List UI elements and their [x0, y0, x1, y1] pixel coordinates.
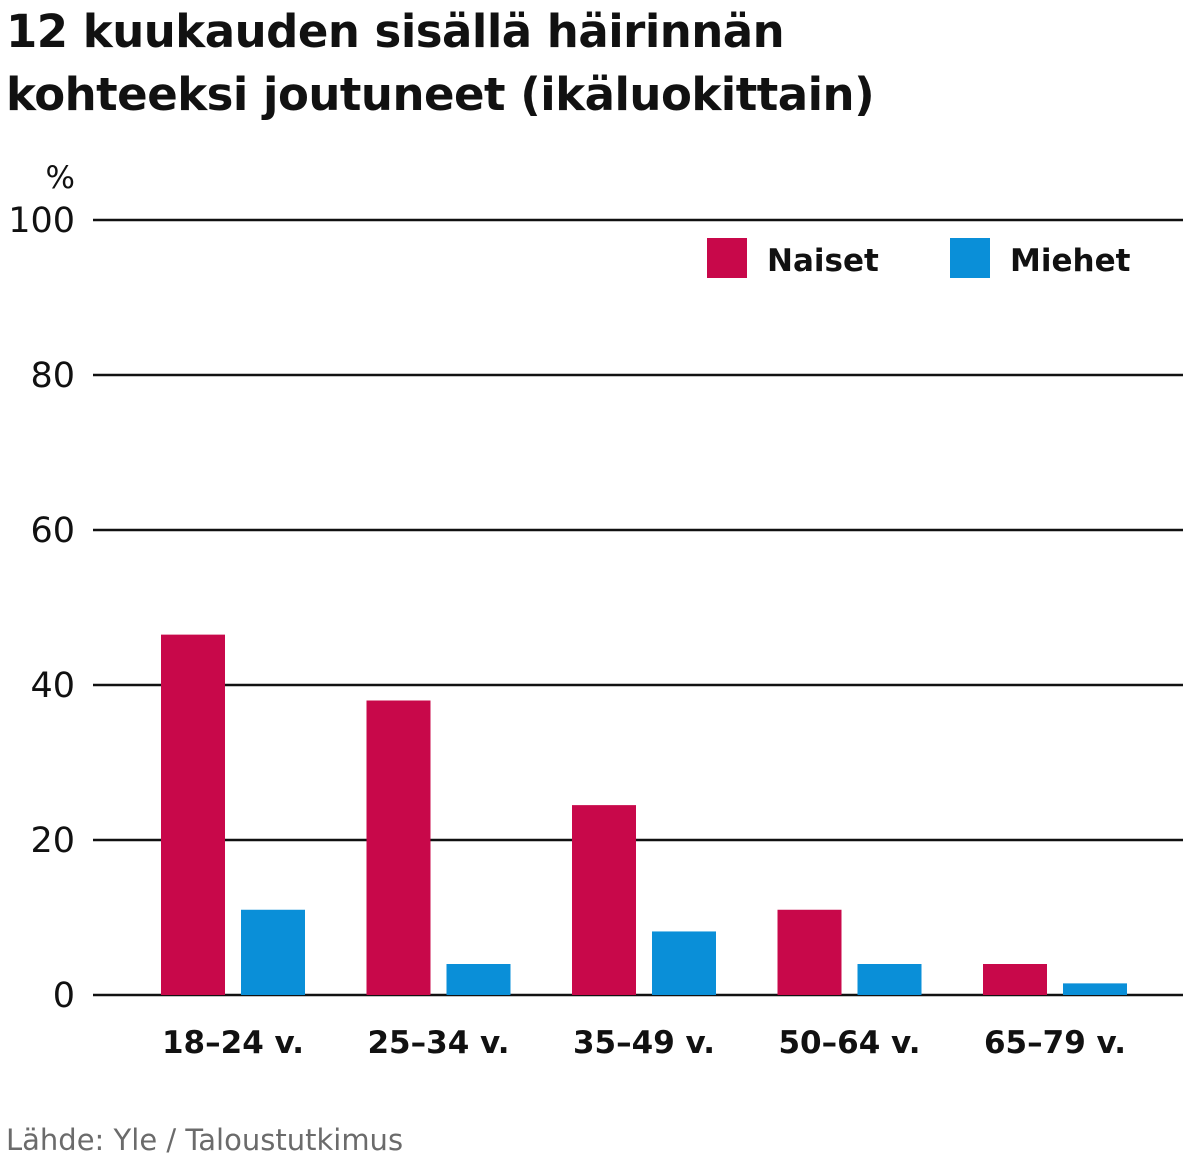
bar-naiset-3	[572, 805, 636, 995]
bar-naiset-4	[777, 909, 842, 995]
y-tick-label: 40	[30, 666, 75, 706]
legend-label-naiset: Naiset	[767, 243, 879, 279]
x-category-label: 25–34 v.	[367, 1025, 509, 1061]
chart-title-line-1: 12 kuukauden sisällä häirinnän	[6, 5, 785, 58]
bar-miehet-5	[1063, 983, 1127, 995]
bar-miehet-3	[652, 931, 716, 995]
bar-naiset-1	[161, 634, 225, 995]
y-tick-label: 80	[30, 356, 75, 396]
bar-naiset-2	[366, 700, 431, 995]
bar-miehet-1	[241, 909, 305, 995]
y-tick-label: 60	[30, 511, 75, 551]
chart-title-line-2: kohteeksi joutuneet (ikäluokittain)	[6, 68, 875, 121]
legend-swatch-miehet	[950, 238, 990, 278]
y-tick-label: 0	[53, 976, 75, 1016]
gridlines	[93, 218, 1183, 997]
legend-label-miehet: Miehet	[1010, 243, 1131, 279]
x-category-label: 35–49 v.	[573, 1025, 715, 1061]
chart-title: 12 kuukauden sisällä häirinnän kohteeksi…	[6, 0, 1186, 126]
x-category-label: 50–64 v.	[778, 1025, 920, 1061]
x-category-label: 65–79 v.	[984, 1025, 1126, 1061]
bar-naiset-5	[983, 964, 1047, 995]
bar-miehet-2	[446, 964, 511, 995]
source-note: Lähde: Yle / Taloustutkimus	[6, 1123, 404, 1157]
legend-swatch-naiset	[707, 238, 747, 278]
y-axis-ticks: 0 20 40 60 80 100	[8, 201, 75, 1016]
y-axis-unit-label: %	[46, 160, 75, 196]
y-tick-label: 20	[30, 821, 75, 861]
x-category-label: 18–24 v.	[162, 1025, 304, 1061]
bar-miehet-4	[857, 964, 922, 995]
x-axis-labels: 18–24 v. 25–34 v. 35–49 v. 50–64 v. 65–79 v.	[162, 1025, 1126, 1061]
y-tick-label: 100	[8, 201, 75, 241]
bars	[161, 634, 1127, 995]
legend: Naiset Miehet	[707, 238, 1131, 279]
